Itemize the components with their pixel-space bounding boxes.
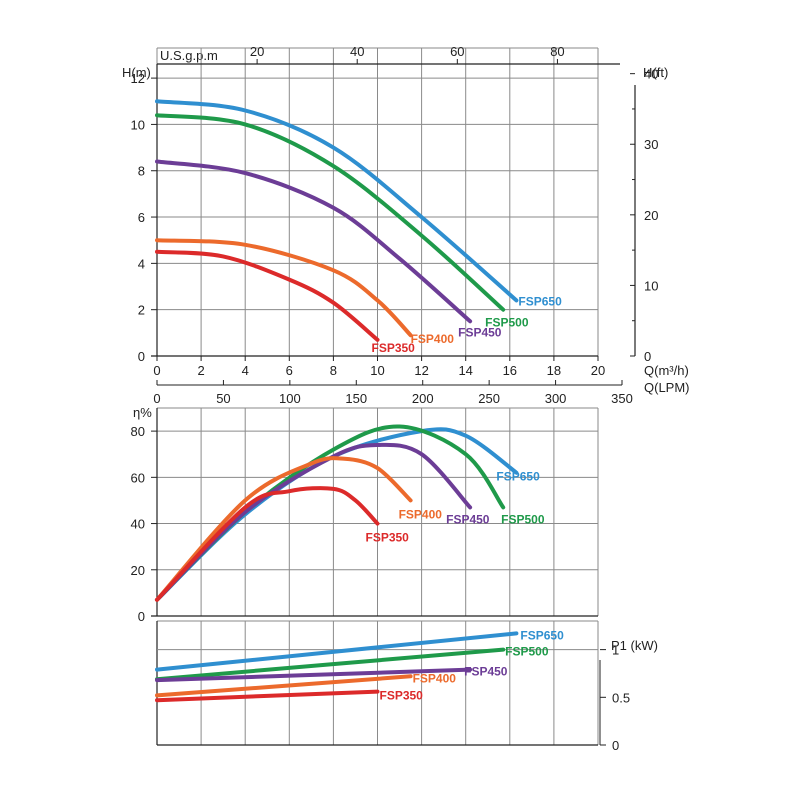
eff-label-fsp650: FSP650 bbox=[496, 470, 540, 484]
flow-m3h-axis-title: Q(m³/h) bbox=[644, 363, 689, 378]
head-curve-fsp450 bbox=[155, 159, 473, 324]
m3h-tick-label: 4 bbox=[242, 363, 249, 378]
m3h-tick-label: 14 bbox=[458, 363, 472, 378]
head-label-fsp400: FSP400 bbox=[411, 332, 455, 346]
lpm-tick-label: 300 bbox=[545, 391, 567, 406]
lpm-tick-label: 50 bbox=[216, 391, 230, 406]
eff-ytick-label: 20 bbox=[131, 563, 145, 578]
gpm-axis-title: U.S.g.p.m bbox=[160, 48, 218, 63]
m3h-tick-label: 8 bbox=[330, 363, 337, 378]
head-ytick-label: 0 bbox=[138, 349, 145, 364]
eff-label-fsp500: FSP500 bbox=[501, 512, 545, 526]
eff-label-fsp350: FSP350 bbox=[366, 531, 410, 545]
lpm-tick-label: 250 bbox=[478, 391, 500, 406]
lpm-tick-label: 100 bbox=[279, 391, 301, 406]
head-ytick-label: 8 bbox=[138, 164, 145, 179]
m3h-tick-label: 20 bbox=[591, 363, 605, 378]
power-curve-fsp450 bbox=[155, 667, 473, 683]
eff-label-fsp450: FSP450 bbox=[446, 512, 490, 526]
m3h-tick-label: 10 bbox=[370, 363, 384, 378]
eff-label-fsp400: FSP400 bbox=[399, 507, 443, 521]
head-ytick-label: 12 bbox=[131, 71, 145, 86]
lpm-tick-label: 350 bbox=[611, 391, 633, 406]
lpm-tick-label: 200 bbox=[412, 391, 434, 406]
lpm-tick-label: 150 bbox=[345, 391, 367, 406]
power-label-fsp650: FSP650 bbox=[520, 628, 564, 642]
eff-ytick-label: 80 bbox=[131, 424, 145, 439]
head-label-fsp500: FSP500 bbox=[485, 316, 529, 330]
power-curve-fsp500 bbox=[155, 647, 506, 682]
head-ytick-label: 2 bbox=[138, 303, 145, 318]
eff-curve-fsp400 bbox=[155, 456, 413, 602]
m3h-tick-label: 0 bbox=[153, 363, 160, 378]
power-ytick-label: 1 bbox=[612, 643, 619, 658]
eff-ytick-label: 0 bbox=[138, 609, 145, 624]
power-label-fsp400: FSP400 bbox=[413, 671, 457, 685]
power-curve-fsp400 bbox=[155, 674, 413, 698]
head-ytick-label: 10 bbox=[131, 117, 145, 132]
ft-tick-label: 10 bbox=[644, 278, 658, 293]
head-label-fsp450: FSP450 bbox=[458, 325, 502, 339]
power-ytick-label: 0.5 bbox=[612, 690, 630, 705]
gpm-tick-label: 40 bbox=[350, 44, 364, 59]
head-ytick-label: 6 bbox=[138, 210, 145, 225]
head-curve-fsp500 bbox=[155, 113, 506, 312]
ft-tick-label: 40 bbox=[644, 67, 658, 82]
eff-ytick-label: 60 bbox=[131, 470, 145, 485]
power-ytick-label: 0 bbox=[612, 738, 619, 753]
lpm-tick-label: 0 bbox=[153, 391, 160, 406]
head-curve-fsp650 bbox=[155, 99, 519, 303]
gpm-tick-label: 60 bbox=[450, 44, 464, 59]
m3h-tick-label: 6 bbox=[286, 363, 293, 378]
m3h-tick-label: 18 bbox=[547, 363, 561, 378]
head-label-fsp350: FSP350 bbox=[372, 341, 416, 355]
power-label-fsp500: FSP500 bbox=[505, 645, 549, 659]
eff-ytick-label: 40 bbox=[131, 517, 145, 532]
head-ylabel-right: H(ft) bbox=[643, 65, 668, 80]
ft-tick-label: 30 bbox=[644, 137, 658, 152]
flow-lpm-axis-title: Q(LPM) bbox=[644, 380, 690, 395]
power-curve-fsp650 bbox=[155, 631, 519, 672]
head-ylabel: H(m) bbox=[122, 65, 151, 80]
head-curve-fsp350 bbox=[155, 249, 380, 342]
head-curve-fsp400 bbox=[155, 238, 413, 338]
head-ytick-label: 4 bbox=[138, 256, 145, 271]
efficiency-ylabel: η% bbox=[133, 405, 152, 420]
power-label-fsp450: FSP450 bbox=[464, 665, 508, 679]
m3h-tick-label: 16 bbox=[503, 363, 517, 378]
gpm-tick-label: 20 bbox=[250, 44, 264, 59]
m3h-tick-label: 12 bbox=[414, 363, 428, 378]
head-label-fsp650: FSP650 bbox=[518, 294, 562, 308]
ft-tick-label: 0 bbox=[644, 349, 651, 364]
power-ylabel: P1 (kW) bbox=[611, 638, 658, 653]
power-curve-fsp350 bbox=[155, 689, 380, 703]
eff-curve-fsp450 bbox=[155, 442, 473, 602]
gpm-tick-label: 80 bbox=[550, 44, 564, 59]
eff-curve-fsp350 bbox=[155, 486, 380, 602]
power-label-fsp350: FSP350 bbox=[380, 689, 424, 703]
m3h-tick-label: 2 bbox=[197, 363, 204, 378]
ft-tick-label: 20 bbox=[644, 208, 658, 223]
